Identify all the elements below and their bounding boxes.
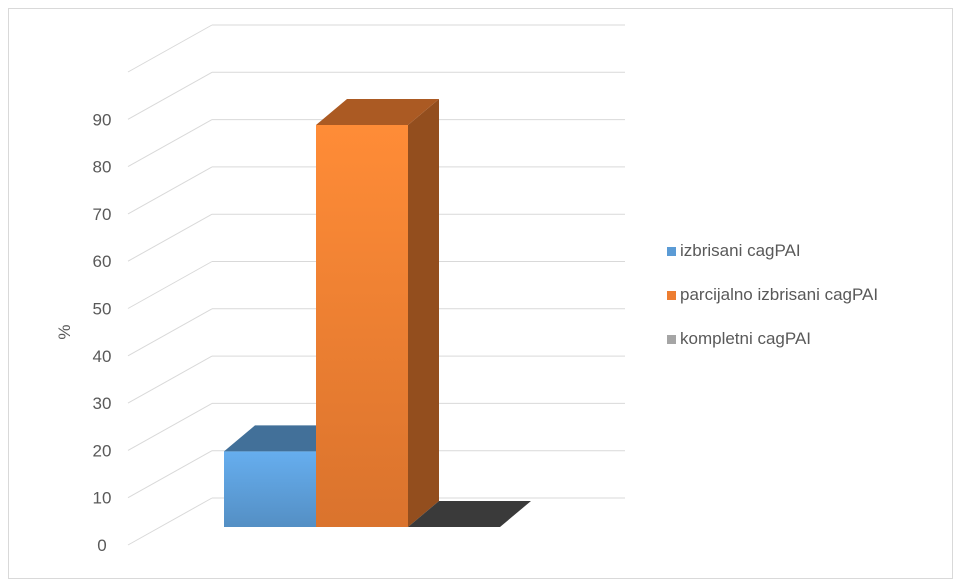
y-tick-label: 40 [93, 347, 112, 366]
legend-swatch-izbrisani [667, 246, 676, 256]
y-tick-label: 0 [97, 536, 106, 555]
legend-item-kompletni: kompletni cagPAI [667, 328, 957, 350]
bar-top-face [316, 98, 439, 125]
gridline-diagonal [127, 308, 213, 357]
legend-item-parcijalno: parcijalno izbrisani cagPAI [667, 284, 957, 306]
bar-front-face [224, 451, 316, 527]
legend-label-kompletni: kompletni cagPAI [680, 329, 812, 348]
gridline-diagonal [127, 261, 213, 309]
bar-front-face [316, 124, 408, 527]
gridline-diagonal [127, 24, 213, 73]
legend-label-izbrisani: izbrisani cagPAI [680, 241, 801, 260]
chart-area [8, 8, 953, 579]
bars [224, 98, 531, 527]
legend: izbrisani cagPAI parcijalno izbrisani ca… [667, 240, 957, 372]
bar-top-face [408, 501, 531, 527]
y-tick-label: 90 [93, 110, 112, 129]
bar-3 [408, 501, 531, 527]
legend-swatch-kompletni [667, 334, 676, 344]
gridline-diagonal [127, 355, 213, 404]
legend-label-parcijalno: parcijalno izbrisani cagPAI [680, 285, 879, 304]
gridline-diagonal [127, 71, 213, 120]
gridline-diagonal [127, 166, 213, 215]
y-axis-label: % [55, 324, 74, 339]
bar-2 [316, 98, 439, 527]
gridline-diagonal [127, 450, 213, 499]
gridline-diagonal [127, 213, 213, 262]
y-tick-label: 20 [93, 441, 112, 460]
bar-side-face [408, 98, 439, 527]
y-tick-label: 80 [93, 158, 112, 177]
y-axis-ticks: 0 10 20 30 40 50 60 70 80 90 [93, 110, 112, 555]
y-tick-label: 50 [93, 300, 112, 319]
gridline-diagonal [127, 497, 213, 546]
y-tick-label: 10 [93, 489, 112, 508]
y-tick-label: 70 [93, 205, 112, 224]
gridline-diagonal [127, 119, 213, 168]
gridline-diagonal [127, 402, 213, 451]
y-tick-label: 60 [93, 252, 112, 271]
legend-swatch-parcijalno [667, 290, 676, 300]
y-tick-label: 30 [93, 394, 112, 413]
legend-item-izbrisani: izbrisani cagPAI [667, 240, 957, 262]
